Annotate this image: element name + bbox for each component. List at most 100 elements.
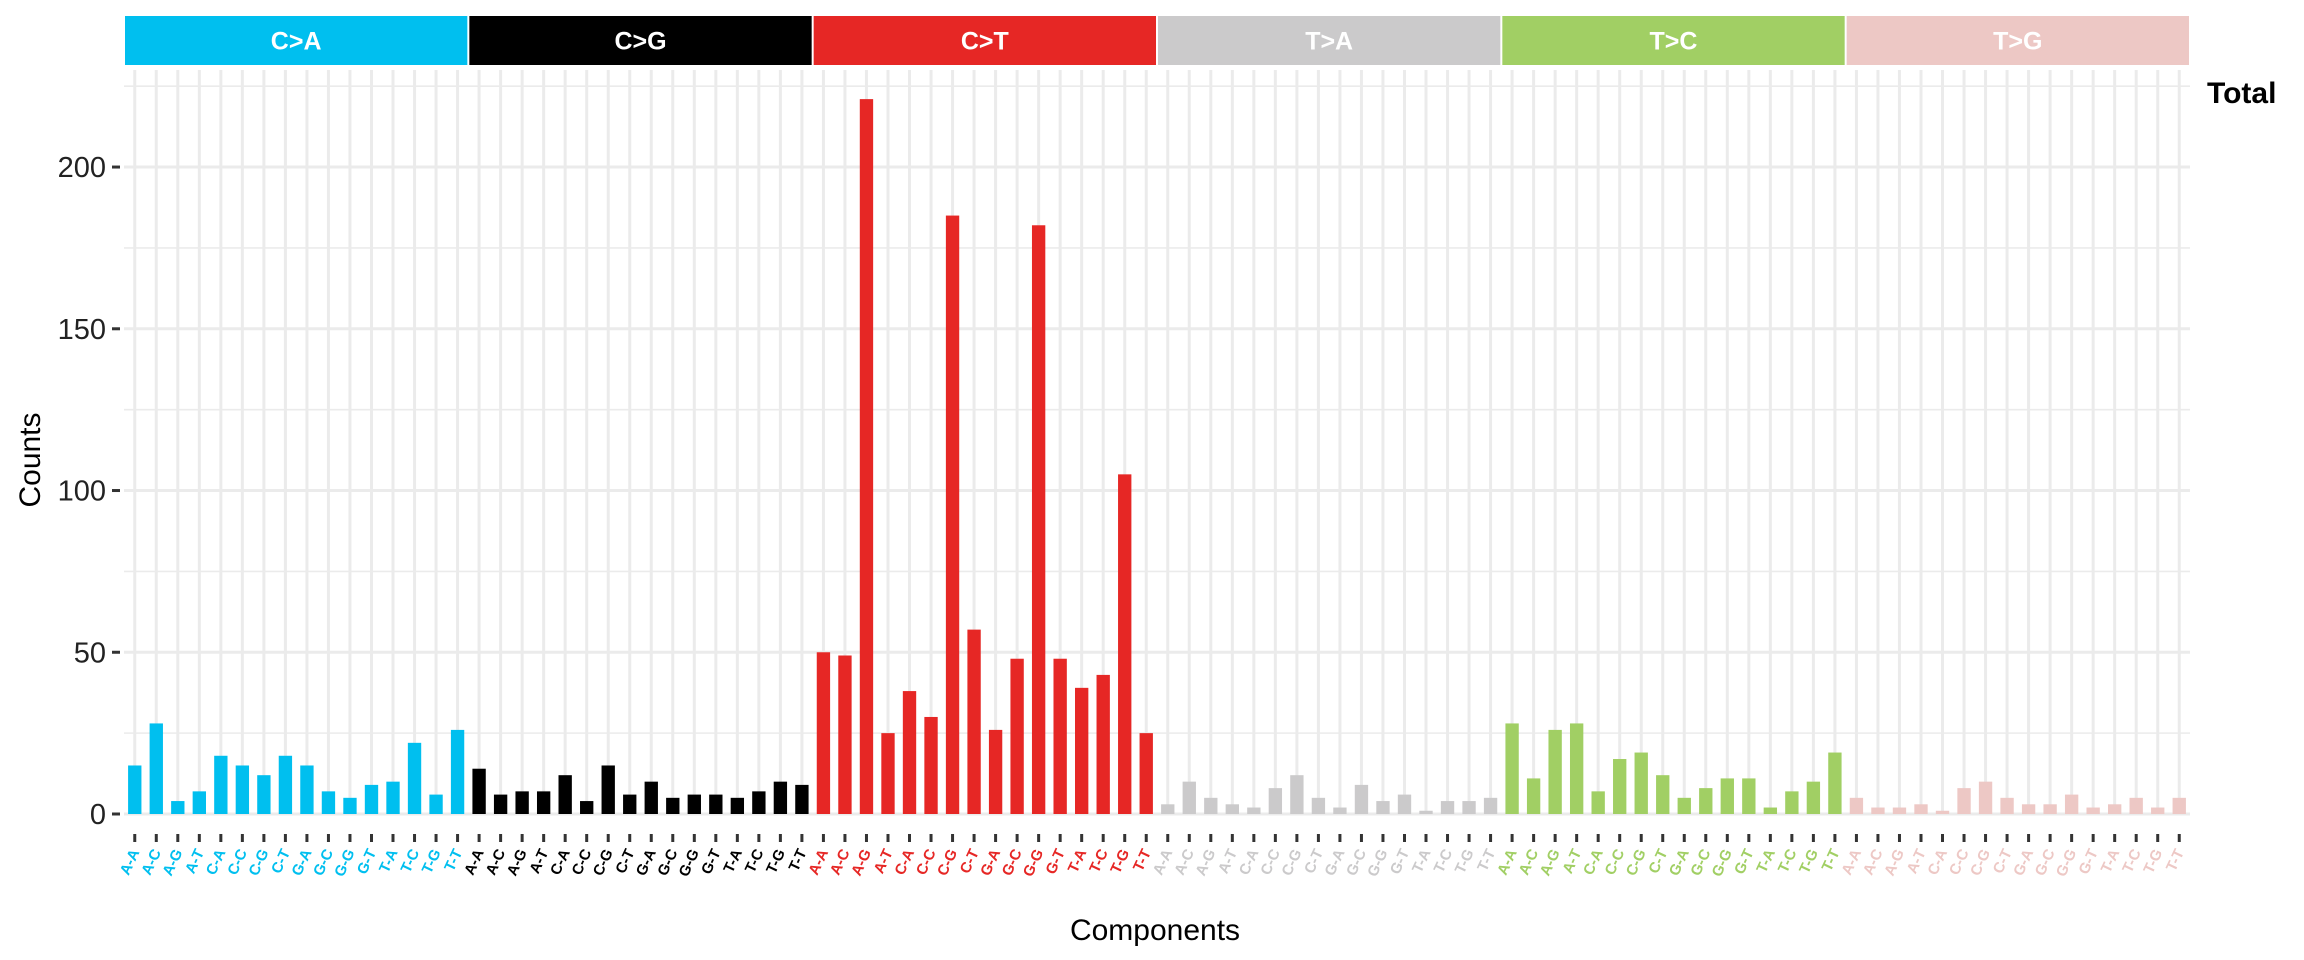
x-tick-label: T-C	[1086, 846, 1112, 875]
bar	[2000, 797, 2014, 814]
y-tick-label: 50	[74, 637, 106, 669]
bar	[1462, 801, 1476, 814]
y-axis: 0 50 100 150 200	[58, 152, 120, 831]
x-tick-label: G-G	[1364, 847, 1391, 880]
bar	[709, 794, 723, 814]
x-tick-label: T-C	[1775, 846, 1801, 875]
x-tick-label: G-A	[2010, 846, 2037, 878]
bar	[1333, 807, 1347, 814]
x-tick-label: A-A	[1150, 846, 1177, 877]
bar	[493, 794, 508, 814]
bar	[773, 781, 788, 814]
bar	[515, 791, 529, 814]
bar	[1397, 794, 1412, 814]
bar	[1182, 781, 1196, 814]
bar	[666, 797, 680, 814]
bar	[1828, 752, 1842, 814]
x-tick-label: C-A	[1580, 846, 1607, 877]
bar	[364, 784, 379, 814]
x-tick-label: T-G	[2140, 847, 2166, 877]
bar	[1225, 804, 1239, 814]
x-tick-label: T-A	[2098, 846, 2124, 875]
x-tick-label: C-A	[891, 846, 918, 877]
x-tick-label: T-A	[720, 846, 746, 875]
x-axis-title: Components	[1070, 914, 1240, 947]
bar	[171, 801, 185, 814]
x-tick-label: T-A	[1409, 846, 1435, 875]
bar	[1376, 801, 1390, 814]
x-tick-label: G-T	[1731, 847, 1757, 878]
bar	[795, 784, 809, 814]
x-axis: A-AA-CA-GA-TC-AC-CC-GC-TG-AG-CG-GG-TT-AT…	[117, 834, 2188, 879]
group-strips: C>A C>G C>T T>A T>C T>G	[125, 16, 2189, 65]
group-strip	[125, 16, 468, 65]
bar	[450, 729, 465, 814]
y-tick-label: 200	[58, 152, 106, 184]
bar	[967, 629, 981, 814]
x-tick-label: A-A	[117, 846, 144, 877]
grid-layer	[124, 70, 2190, 816]
bar	[1268, 788, 1283, 814]
bar	[730, 797, 745, 814]
x-tick-label: T-C	[1431, 846, 1457, 875]
x-tick-label: A-G	[159, 847, 186, 879]
bar	[1031, 225, 1046, 815]
x-tick-label: G-G	[1020, 847, 1047, 880]
bar	[752, 791, 766, 814]
bar	[1785, 791, 1799, 814]
x-tick-label: C-A	[547, 846, 574, 877]
x-tick-label: A-A	[1494, 846, 1521, 877]
bar	[1053, 658, 1067, 814]
bar	[1204, 797, 1218, 814]
group-strip-label: T>G	[1993, 28, 2042, 56]
x-tick-label: G-T	[2075, 847, 2101, 878]
bar	[1075, 687, 1089, 814]
bar	[1548, 729, 1562, 814]
bar	[2151, 807, 2165, 814]
bar	[838, 655, 852, 814]
group-strip	[1846, 16, 2189, 65]
x-tick-label: C-A	[203, 846, 230, 877]
bar	[1656, 775, 1670, 814]
x-tick-label: A-A	[805, 846, 832, 877]
x-tick-label: C-G	[1623, 847, 1650, 879]
bar	[429, 794, 443, 814]
bar	[816, 652, 831, 814]
bar	[1978, 781, 1993, 814]
x-tick-label: A-G	[1537, 847, 1564, 879]
bar	[1699, 788, 1713, 814]
bar	[1440, 801, 1455, 814]
bar	[623, 794, 637, 814]
x-tick-label: G-G	[1709, 847, 1736, 880]
x-tick-label: G-A	[633, 846, 660, 878]
x-tick-label: G-A	[977, 846, 1004, 878]
group-strip-label: C>G	[614, 28, 666, 56]
x-tick-label: C-A	[1924, 846, 1951, 877]
bar	[1763, 807, 1778, 814]
group-strip-label: T>C	[1650, 28, 1698, 56]
bar	[386, 781, 400, 814]
bar	[2021, 804, 2036, 814]
bar	[558, 775, 572, 814]
bar	[1892, 807, 1907, 814]
bar	[1849, 797, 1864, 814]
x-tick-label: T-C	[2119, 846, 2145, 875]
bar	[945, 215, 960, 815]
x-tick-label: G-G	[2053, 847, 2080, 880]
bar	[536, 791, 551, 814]
x-tick-label: T-G	[1107, 847, 1133, 877]
bar	[407, 742, 422, 814]
bar	[2043, 804, 2057, 814]
x-tick-label: T-G	[1452, 847, 1478, 877]
bar	[1247, 807, 1261, 814]
group-strip	[813, 16, 1156, 65]
bar	[580, 801, 594, 814]
bar	[1914, 804, 1928, 814]
x-tick-label: T-G	[1796, 847, 1822, 877]
x-tick-label: G-T	[1042, 847, 1068, 878]
bar	[2064, 794, 2079, 814]
x-tick-label: G-A	[289, 846, 316, 878]
x-tick-label: T-C	[742, 846, 768, 875]
bar	[321, 791, 336, 814]
